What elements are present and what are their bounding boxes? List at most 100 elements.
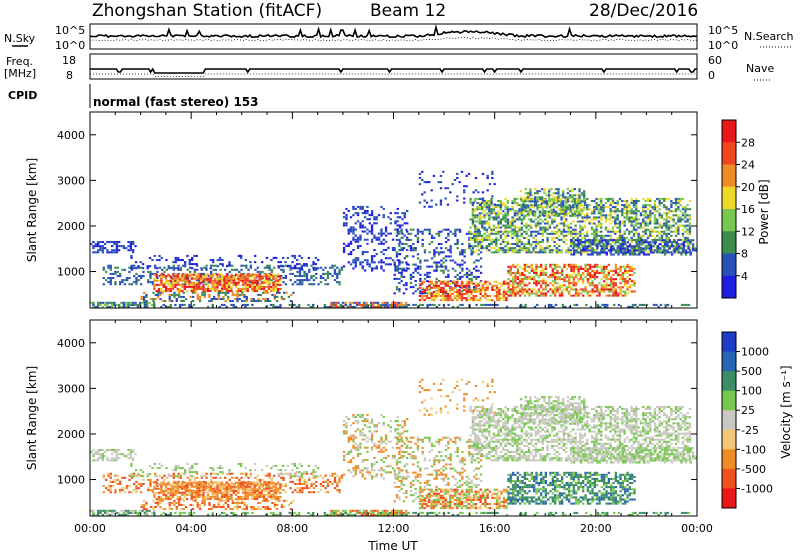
power-cell-2580 bbox=[546, 228, 549, 231]
power-cell-1417 bbox=[396, 220, 399, 223]
power-cell-2249 bbox=[497, 230, 500, 233]
power-cell-1696 bbox=[454, 284, 457, 287]
power-cell-3935 bbox=[610, 276, 613, 279]
power-cell-1939 bbox=[465, 297, 468, 300]
power-cell-4697 bbox=[481, 191, 485, 194]
power-cell-3701 bbox=[554, 276, 557, 279]
power-cell-2618 bbox=[553, 232, 556, 235]
power-cell-1254 bbox=[354, 222, 357, 225]
power-cell-1261 bbox=[356, 240, 360, 243]
power-cell-3665 bbox=[544, 282, 548, 285]
power-cell-1470 bbox=[398, 288, 401, 291]
power-cell-755 bbox=[244, 277, 247, 280]
power-cell-3700 bbox=[554, 278, 557, 281]
power-cell-988 bbox=[266, 298, 270, 301]
power-cell-2988 bbox=[614, 243, 617, 246]
power-cell-2711 bbox=[569, 251, 573, 254]
power-cell-159 bbox=[123, 283, 127, 286]
power-cell-2379 bbox=[516, 243, 519, 246]
power-cell-3229 bbox=[649, 230, 652, 233]
power-cell-3876 bbox=[596, 276, 599, 279]
power-cell-2237 bbox=[495, 226, 498, 229]
power-cell-3047 bbox=[621, 200, 624, 203]
power-cell-1214 bbox=[345, 207, 348, 210]
power-cell-2966 bbox=[609, 214, 612, 217]
power-cell-2299 bbox=[504, 226, 507, 229]
power-cell-2142 bbox=[481, 208, 484, 211]
power-cell-4390 bbox=[642, 241, 646, 244]
power-cell-3953 bbox=[614, 282, 618, 285]
power-cell-510 bbox=[164, 287, 168, 290]
power-cell-2211 bbox=[490, 202, 493, 205]
power-cell-4478 bbox=[694, 249, 697, 252]
power-cell-2095 bbox=[474, 197, 477, 200]
power-cell-51 bbox=[127, 245, 130, 248]
power-cell-617 bbox=[199, 277, 203, 280]
power-cell-1166 bbox=[374, 305, 377, 308]
power-cell-3337 bbox=[665, 232, 668, 235]
power-cell-2509 bbox=[534, 222, 538, 225]
power-cell-1030 bbox=[165, 259, 168, 262]
power-cell-4227 bbox=[583, 208, 586, 211]
power-cell-2227 bbox=[492, 206, 496, 209]
power-cell-1061 bbox=[209, 267, 212, 270]
power-cell-576 bbox=[185, 273, 189, 276]
power-cell-101 bbox=[129, 303, 133, 306]
power-cell-3301 bbox=[658, 200, 661, 203]
power-cell-2945 bbox=[607, 243, 610, 246]
power-cell-1929 bbox=[460, 293, 464, 296]
power-cell-4474 bbox=[691, 247, 695, 250]
power-cell-3944 bbox=[612, 280, 615, 283]
power-cell-2442 bbox=[523, 200, 526, 203]
power-cell-1903 bbox=[451, 286, 454, 289]
power-cell-2000 bbox=[486, 295, 489, 298]
velocity-cell-25 bbox=[106, 457, 109, 460]
power-cell-702 bbox=[227, 285, 231, 288]
power-cell-4089 bbox=[538, 204, 541, 207]
power-cell-1442 bbox=[403, 212, 406, 215]
power-cell-4649 bbox=[423, 191, 426, 194]
power-cell-3150 bbox=[635, 197, 638, 200]
power-cell-963 bbox=[241, 300, 244, 303]
power-cell-1308 bbox=[366, 218, 369, 221]
power-cell-4599 bbox=[552, 305, 555, 308]
power-cell-3444 bbox=[681, 228, 685, 231]
power-cell-3899 bbox=[603, 286, 606, 289]
power-cell-4103 bbox=[543, 190, 546, 193]
power-cell-2816 bbox=[586, 230, 589, 233]
power-cell-13 bbox=[99, 249, 102, 252]
power-cell-3349 bbox=[665, 197, 668, 200]
power-cell-4464 bbox=[684, 249, 688, 252]
power-cell-1615 bbox=[433, 249, 436, 252]
power-cell-4145 bbox=[557, 212, 560, 215]
power-cell-3319 bbox=[663, 232, 666, 235]
power-cell-4160 bbox=[562, 210, 565, 213]
power-cell-198 bbox=[151, 283, 155, 286]
power-cell-2550 bbox=[541, 220, 545, 223]
power-cell-3459 bbox=[684, 220, 687, 223]
power-cell-3523 bbox=[512, 280, 515, 283]
power-cell-1502 bbox=[405, 282, 408, 285]
power-cell-2272 bbox=[499, 208, 503, 211]
power-cell-3999 bbox=[626, 286, 629, 289]
power-cell-2751 bbox=[574, 204, 577, 207]
power-cell-3965 bbox=[617, 267, 620, 270]
power-cell-4572 bbox=[452, 305, 455, 308]
power-cell-3729 bbox=[561, 286, 564, 289]
power-cell-3157 bbox=[637, 234, 640, 237]
power-cell-3546 bbox=[516, 278, 520, 281]
power-cell-20 bbox=[101, 245, 105, 248]
power-cell-4621 bbox=[631, 305, 635, 308]
velocity-cell-75 bbox=[104, 511, 107, 514]
power-cell-2971 bbox=[609, 202, 612, 205]
power-cell-2831 bbox=[588, 222, 591, 225]
power-cell-2664 bbox=[560, 206, 563, 209]
power-cell-3804 bbox=[577, 265, 580, 268]
power-cell-2360 bbox=[513, 247, 517, 250]
power-cell-872 bbox=[145, 300, 148, 303]
power-cell-1359 bbox=[380, 261, 383, 264]
power-cell-3825 bbox=[584, 269, 587, 272]
power-cell-727 bbox=[237, 290, 240, 293]
power-cell-2007 bbox=[488, 282, 492, 285]
velocity-cell-62 bbox=[134, 453, 137, 456]
